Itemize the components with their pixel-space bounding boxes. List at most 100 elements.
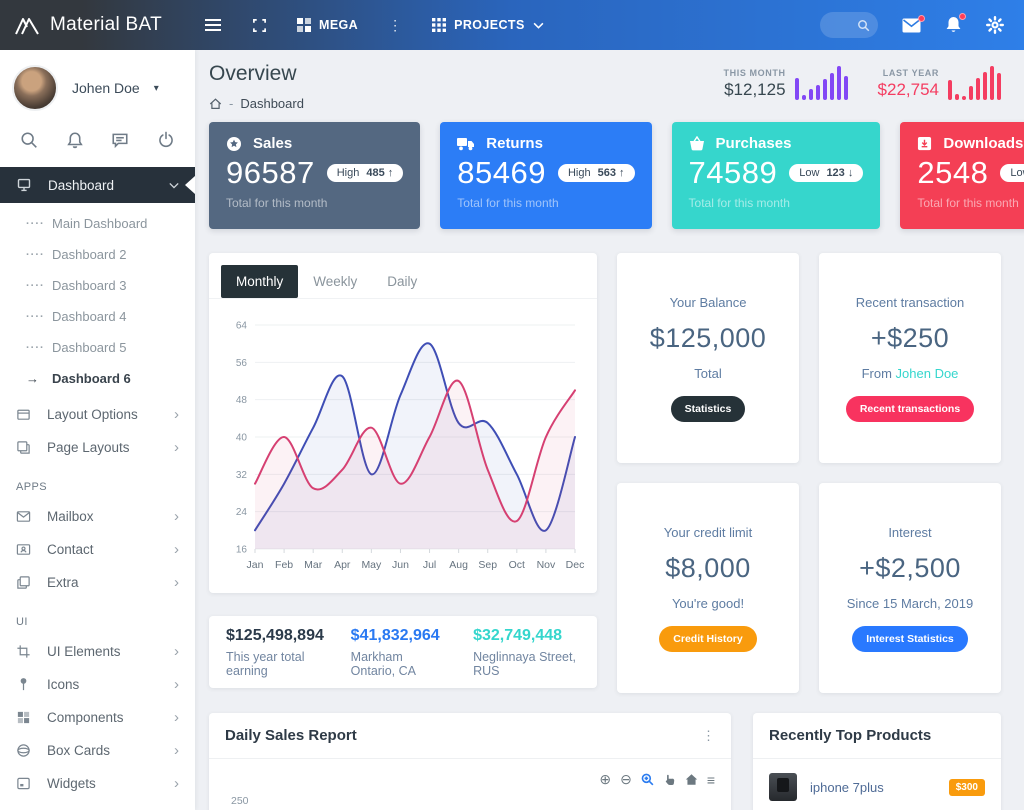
basket-icon — [689, 136, 705, 151]
dashboard-icon — [16, 177, 32, 193]
hamburger-menu-icon[interactable] — [204, 18, 222, 32]
home-reset-icon[interactable] — [685, 773, 698, 786]
this-month-sparkline — [794, 62, 848, 100]
sidebar-search-icon[interactable] — [20, 131, 38, 149]
badge-star-icon — [226, 136, 242, 152]
transaction-from-link[interactable]: Johen Doe — [895, 365, 959, 381]
returns-delta-pill: High 563 ↑ — [557, 164, 635, 182]
svg-text:Dec: Dec — [566, 559, 585, 571]
tab-weekly[interactable]: Weekly — [313, 274, 358, 289]
daily-chart-ytick: 250 — [231, 795, 249, 807]
this-month-summary: THIS MONTH $12,125 — [724, 62, 848, 100]
interest-statistics-button[interactable]: Interest Statistics — [852, 625, 968, 652]
sidebar-item-dashboard-4[interactable]: ···· Dashboard 4 — [26, 309, 127, 324]
sidebar-item-components[interactable]: Components › — [0, 701, 195, 734]
kebab-menu-icon[interactable]: ⋮ — [702, 727, 715, 743]
sidebar-item-icons[interactable]: Icons › — [0, 668, 195, 701]
product-list-item[interactable]: iphone 7plus $300 — [753, 759, 1001, 810]
sidebar-item-dashboard-5[interactable]: ···· Dashboard 5 — [26, 340, 127, 355]
credit-history-button[interactable]: Credit History — [659, 625, 757, 652]
pan-icon[interactable] — [663, 773, 676, 786]
sidebar-item-contact[interactable]: Contact › — [0, 533, 195, 566]
stat-cards-row: Sales 96587 High 485 ↑ Total for this mon… — [209, 122, 1024, 229]
chevron-right-icon: › — [174, 709, 179, 726]
breadcrumb-current[interactable]: Dashboard — [240, 96, 304, 111]
truck-icon — [457, 137, 475, 151]
notifications-button[interactable] — [945, 13, 966, 34]
brand[interactable]: Material BAT — [0, 14, 196, 36]
svg-text:32: 32 — [236, 470, 248, 481]
sidebar-item-extra[interactable]: Extra › — [0, 566, 195, 599]
returns-card[interactable]: Returns 85469 High 563 ↑ Total for this m… — [440, 122, 652, 229]
components-icon — [16, 710, 32, 725]
downloads-delta-pill: Low235 ↓ — [1000, 164, 1024, 182]
sales-value: 96587 — [226, 155, 315, 190]
sidebar-item-label: Dashboard — [48, 177, 115, 193]
sales-card[interactable]: Sales 96587 High 485 ↑ Total for this mon… — [209, 122, 421, 229]
purchases-card[interactable]: Purchases 74589 Low 123 ↓ Total for this … — [671, 122, 881, 229]
credit-limit-card: Your credit limit $8,000 You're good! Cr… — [617, 483, 799, 693]
svg-text:Sep: Sep — [478, 559, 497, 571]
zoom-in-icon[interactable]: ⊕ — [599, 771, 612, 787]
svg-text:56: 56 — [236, 358, 248, 369]
mountain-logo-icon — [14, 14, 40, 36]
svg-text:Jan: Jan — [247, 559, 264, 571]
tab-monthly[interactable]: Monthly — [221, 265, 299, 298]
product-name-link[interactable]: iphone 7plus — [810, 779, 884, 795]
chevron-right-icon: › — [174, 406, 179, 423]
zoom-out-icon[interactable]: ⊖ — [620, 771, 632, 787]
toolbar-menu-icon[interactable]: ≡ — [706, 771, 715, 788]
sidebar-item-dashboard[interactable]: Dashboard — [0, 167, 195, 203]
top-products-card: Recently Top Products iphone 7plus $300 — [753, 713, 1001, 810]
user-profile[interactable]: Johen Doe ▾ — [0, 50, 195, 123]
sidebar-power-icon[interactable] — [157, 131, 175, 149]
sidebar-chat-icon[interactable] — [111, 131, 129, 149]
sales-delta-pill: High 485 ↑ — [326, 164, 404, 182]
mega-menu[interactable]: MEGA — [297, 18, 358, 32]
avatar[interactable] — [12, 65, 58, 111]
selection-zoom-icon[interactable] — [641, 773, 654, 786]
page-layouts-icon — [16, 440, 32, 455]
navbar-search-input[interactable] — [820, 12, 878, 38]
mail-button[interactable] — [902, 14, 925, 33]
main-content: Overview - Dashboard THIS MONTH $12,125 … — [195, 50, 1024, 810]
home-icon[interactable] — [209, 97, 222, 110]
tab-daily[interactable]: Daily — [387, 274, 418, 289]
breadcrumb: - Dashboard — [209, 96, 304, 111]
chevron-down-icon — [169, 182, 179, 189]
sidebar-item-dashboard-3[interactable]: ···· Dashboard 3 — [26, 278, 127, 293]
sidebar-item-mailbox[interactable]: Mailbox › — [0, 500, 195, 533]
envelope-icon — [902, 18, 921, 32]
chart-tabs: Monthly Weekly Daily — [209, 253, 597, 299]
recent-transactions-button[interactable]: Recent transactions — [845, 395, 975, 422]
projects-label: PROJECTS — [454, 18, 525, 32]
chevron-right-icon: › — [174, 643, 179, 660]
gear-icon — [986, 16, 1004, 34]
sidebar-item-dashboard-2[interactable]: ···· Dashboard 2 — [26, 247, 127, 262]
sidebar-item-dashboard-6[interactable]: → Dashboard 6 — [26, 371, 131, 386]
mega-kebab-icon[interactable]: ⋮ — [388, 16, 403, 33]
last-year-summary: LAST YEAR $22,754 — [878, 62, 1001, 100]
sidebar: Johen Doe ▾ Dashboard ···· Main Dashboard… — [0, 50, 195, 810]
statistics-button[interactable]: Statistics — [670, 395, 746, 422]
sidebar-bell-icon[interactable] — [66, 131, 84, 149]
svg-text:24: 24 — [236, 507, 248, 518]
chevron-right-icon: › — [174, 439, 179, 456]
section-label-forms: FORMS And TABLES — [0, 800, 195, 810]
downloads-card[interactable]: Downloads 2548 Low235 ↓ Total for this m… — [900, 122, 1024, 229]
earnings-card: $125,498,894 This year total earning $41… — [209, 616, 597, 688]
svg-text:Aug: Aug — [449, 559, 468, 571]
search-icon — [858, 19, 870, 31]
projects-menu[interactable]: PROJECTS — [432, 18, 544, 32]
sidebar-item-box-cards[interactable]: Box Cards › — [0, 734, 195, 767]
sidebar-item-widgets[interactable]: Widgets › — [0, 767, 195, 800]
fullscreen-icon[interactable] — [252, 18, 267, 33]
sidebar-item-main-dashboard[interactable]: ···· Main Dashboard — [26, 216, 148, 231]
credit-amount: $8,000 — [665, 552, 751, 583]
sidebar-item-layout-options[interactable]: Layout Options › — [0, 398, 195, 431]
sidebar-item-page-layouts[interactable]: Page Layouts › — [0, 431, 195, 464]
sidebar-item-ui-elements[interactable]: UI Elements › — [0, 635, 195, 668]
chevron-right-icon: › — [174, 775, 179, 792]
section-label-apps: APPS — [16, 481, 47, 493]
settings-button[interactable] — [986, 16, 1004, 34]
